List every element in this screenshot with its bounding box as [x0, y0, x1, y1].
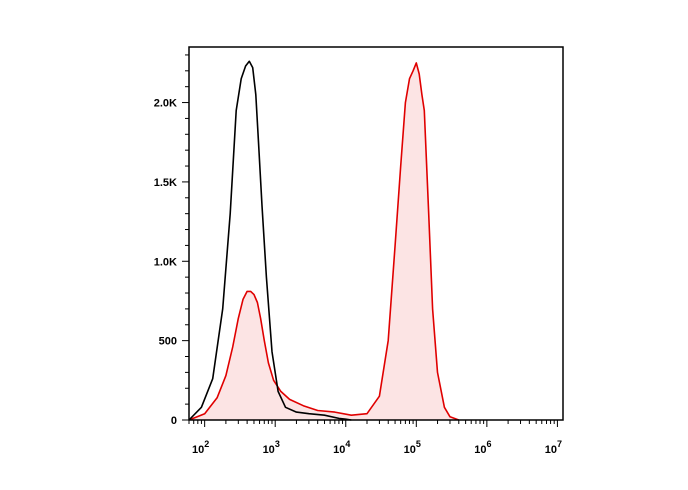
y-tick-label: 0 [171, 415, 177, 427]
x-tick-label: 106 [474, 439, 491, 456]
plot-area [188, 60, 460, 421]
axes: 0 500 1.0K 1.5K 2.0K 102 103 104 105 106 107 [154, 54, 562, 456]
y-tick-label: 1.0K [154, 256, 177, 268]
series-0-line [188, 60, 352, 421]
x-tick-label: 105 [404, 439, 421, 456]
series-1-fill [189, 62, 459, 421]
plot-frame [188, 46, 564, 421]
y-tick-label: 500 [159, 336, 177, 348]
x-tick-label: 103 [263, 439, 280, 456]
x-tick-label: 107 [545, 439, 562, 456]
x-tick-label: 104 [333, 439, 350, 456]
x-tick-label: 102 [192, 439, 209, 456]
series-1-line [188, 62, 460, 421]
y-tick-label: 2.0K [154, 98, 177, 110]
y-tick-label: 1.5K [154, 177, 177, 189]
